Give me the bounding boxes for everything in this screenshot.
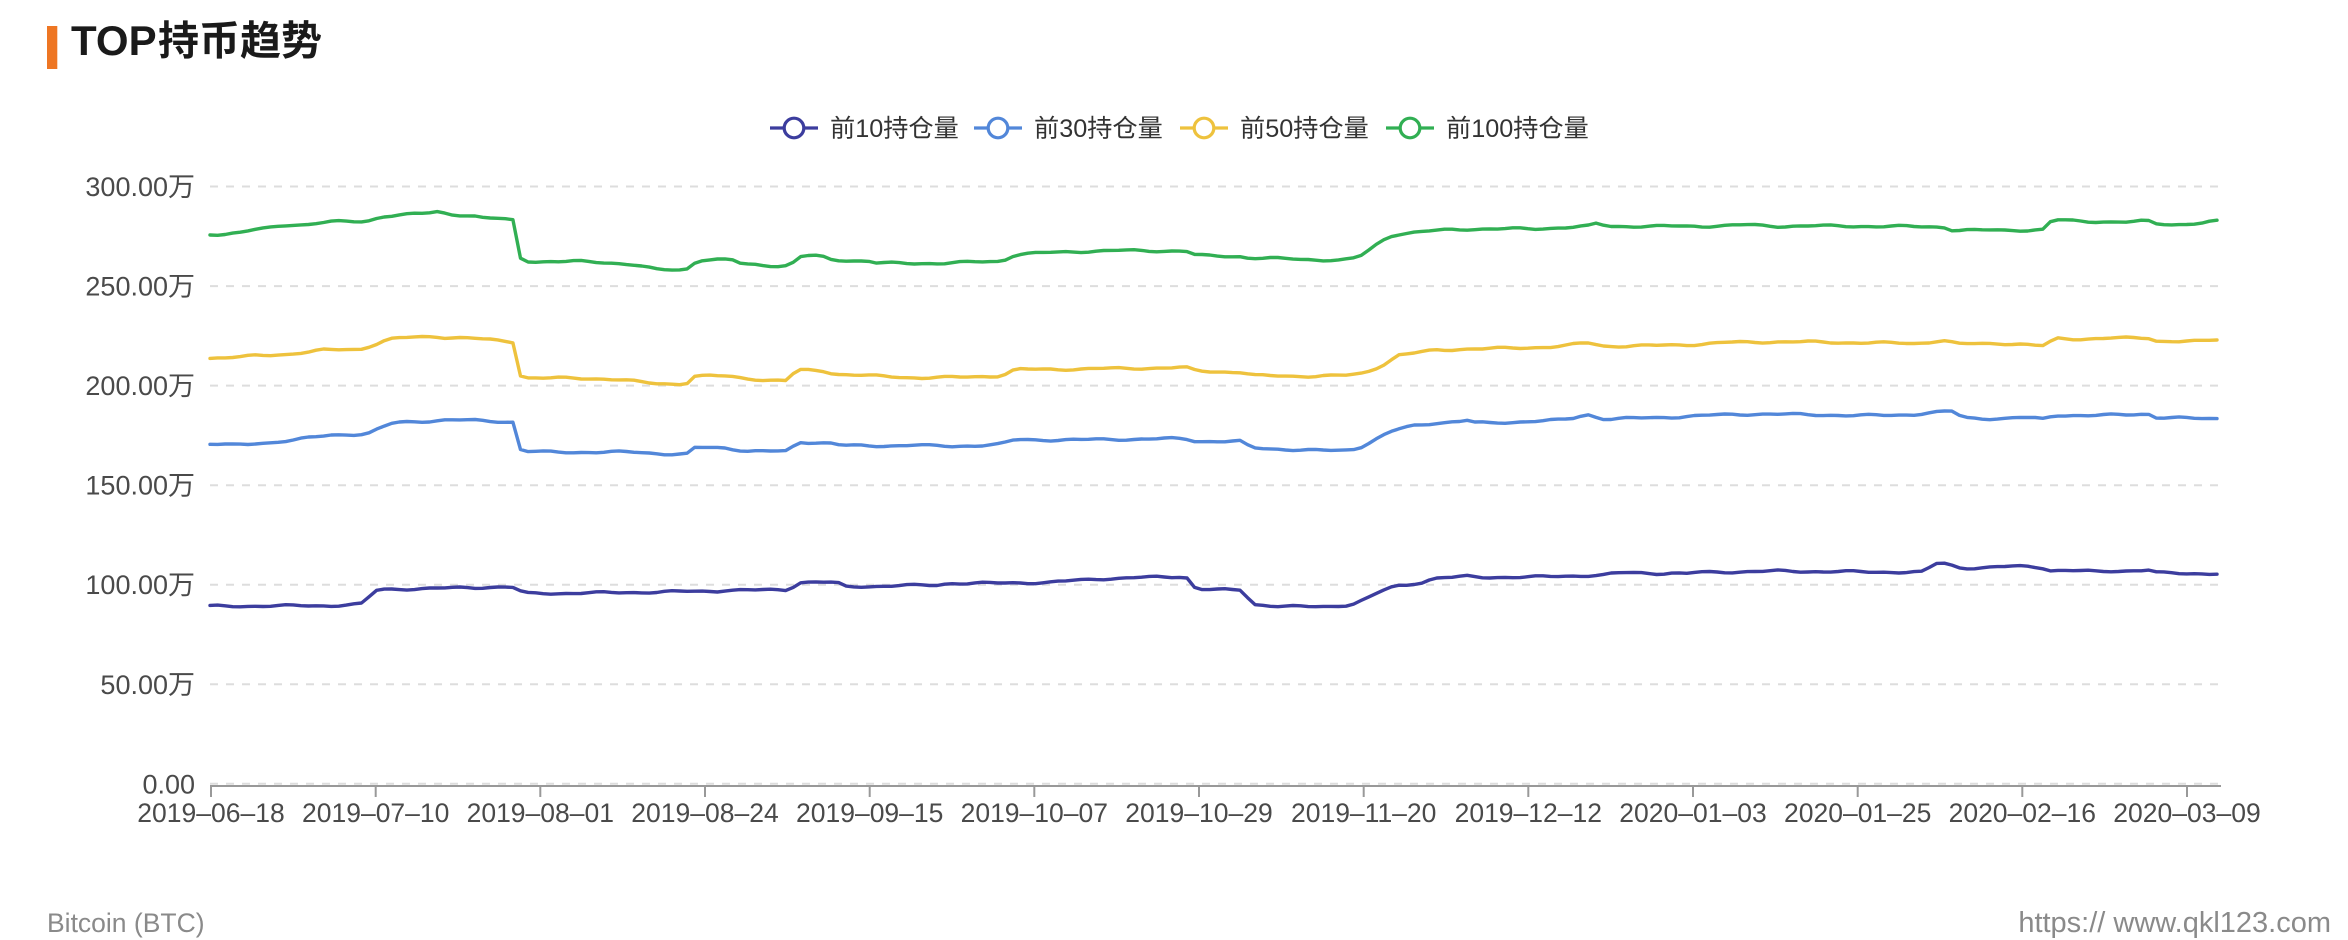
svg-text:2019–09–15: 2019–09–15 <box>796 798 943 828</box>
svg-text:250.00: 250.00 <box>85 272 168 302</box>
svg-text:https:// www.qkl123.com: https:// www.qkl123.com <box>2018 907 2331 939</box>
svg-text:300.00: 300.00 <box>85 172 168 202</box>
svg-text:2019–08–24: 2019–08–24 <box>631 798 778 828</box>
svg-text:2020–01–03: 2020–01–03 <box>1619 798 1766 828</box>
svg-text:2019–10–07: 2019–10–07 <box>961 798 1108 828</box>
svg-text:100.00: 100.00 <box>85 570 168 600</box>
svg-text:50: 50 <box>1265 115 1293 143</box>
svg-text:30: 30 <box>1059 115 1087 143</box>
svg-text:150.00: 150.00 <box>85 471 168 501</box>
svg-text:100: 100 <box>1471 115 1513 143</box>
svg-text:50.00: 50.00 <box>100 670 168 700</box>
svg-text:2019–10–29: 2019–10–29 <box>1125 798 1272 828</box>
svg-text:2019–12–12: 2019–12–12 <box>1455 798 1602 828</box>
svg-text:2020–03–09: 2020–03–09 <box>2113 798 2260 828</box>
svg-text:10: 10 <box>855 115 883 143</box>
svg-text:TOP: TOP <box>71 17 157 64</box>
svg-text:Bitcoin (BTC): Bitcoin (BTC) <box>47 908 205 938</box>
svg-text:200.00: 200.00 <box>85 371 168 401</box>
svg-text:2020–01–25: 2020–01–25 <box>1784 798 1931 828</box>
svg-text:2019–07–10: 2019–07–10 <box>302 798 449 828</box>
svg-text:2019–06–18: 2019–06–18 <box>137 798 284 828</box>
svg-text:2019–11–20: 2019–11–20 <box>1291 798 1436 828</box>
svg-text:2019–08–01: 2019–08–01 <box>467 798 614 828</box>
svg-text:0.00: 0.00 <box>142 769 195 799</box>
svg-text:2020–02–16: 2020–02–16 <box>1949 798 2096 828</box>
